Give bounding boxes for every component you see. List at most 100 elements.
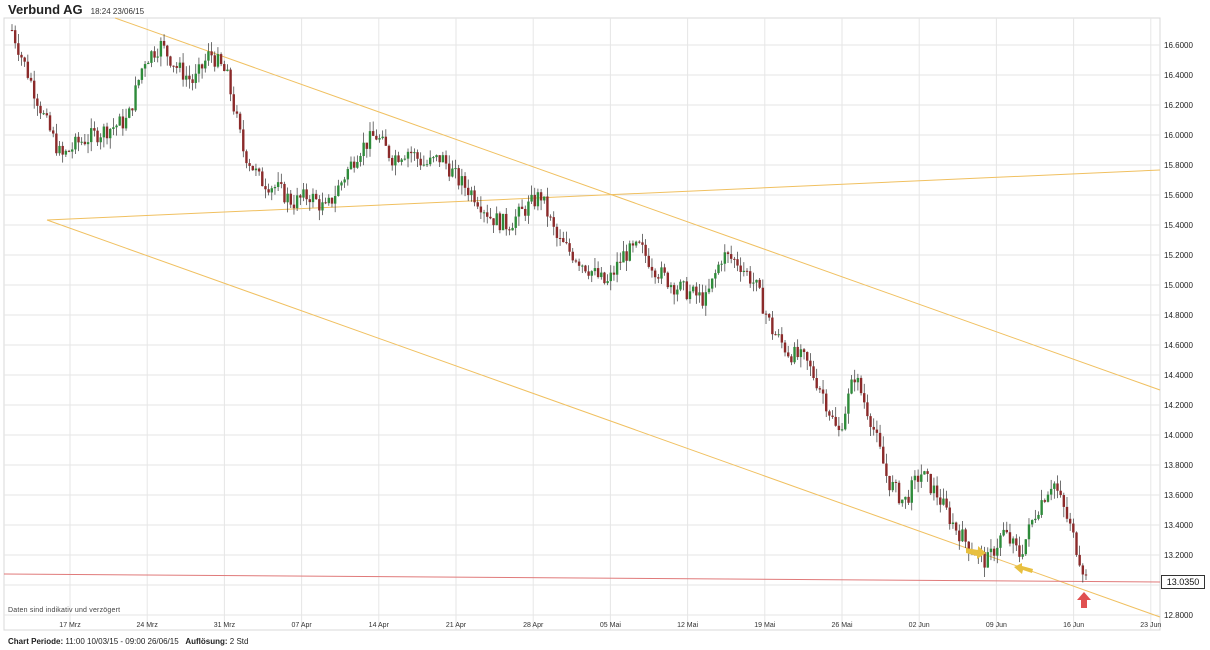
candle-body [83, 141, 87, 145]
candle-body [86, 142, 90, 145]
candle-body [463, 176, 467, 188]
upper-channel-line [114, 17, 1161, 391]
candle-body [704, 292, 708, 306]
candle-body [825, 393, 828, 412]
candle-body [134, 85, 137, 111]
candle-body [64, 150, 68, 155]
candle-body [1049, 488, 1053, 495]
candle-body [844, 413, 847, 430]
candle-body [1075, 532, 1078, 555]
y-tick-label: 13.2000 [1164, 551, 1193, 560]
candle-body [695, 286, 698, 296]
y-tick-label: 15.8000 [1164, 161, 1193, 170]
candle-body [425, 164, 429, 166]
candle-body [999, 535, 1002, 548]
candle-body [96, 130, 99, 143]
candle-body [1008, 532, 1012, 544]
candle-body [242, 129, 245, 152]
candle-body [261, 171, 264, 187]
x-tick-label: 05 Mai [600, 622, 621, 629]
candle-body [802, 349, 806, 353]
candle-body [634, 241, 638, 246]
x-tick-label: 12 Mai [677, 622, 698, 629]
candle-body [622, 251, 625, 263]
candle-body [913, 475, 917, 481]
candle-body [371, 131, 375, 136]
candle-body [1072, 523, 1075, 533]
candle-body [321, 202, 324, 211]
candle-body [992, 548, 996, 556]
candle-body [945, 498, 948, 508]
candle-body [137, 79, 140, 86]
candle-body [264, 186, 267, 190]
chart-header: Verbund AG 18:24 23/06/15 [8, 2, 144, 20]
candle-body [920, 474, 923, 482]
candle-body [140, 68, 144, 80]
candle-body [742, 270, 746, 272]
y-tick-label: 16.6000 [1164, 41, 1193, 50]
candle-body [790, 356, 793, 363]
candle-body [476, 202, 479, 207]
candle-body [783, 342, 787, 353]
x-tick-label: 23 Jun [1140, 622, 1161, 629]
candle-body [352, 161, 356, 168]
candle-body [197, 64, 201, 74]
candle-body [543, 196, 546, 201]
y-axis: 16.6000 16.4000 16.2000 16.0000 15.8000 15.60… [1164, 41, 1193, 620]
y-tick-label: 15.6000 [1164, 191, 1193, 200]
candle-body [818, 388, 822, 390]
x-tick-label: 14 Apr [369, 622, 390, 629]
candle-body [314, 193, 318, 200]
candle-body [619, 261, 622, 263]
candle-body [505, 213, 508, 230]
candle-body [36, 98, 39, 106]
y-tick-label: 13.4000 [1164, 521, 1193, 530]
candle-body [311, 193, 315, 203]
candle-body [828, 411, 831, 416]
y-tick-label: 14.0000 [1164, 431, 1193, 440]
candle-body [295, 195, 299, 209]
candle-body [916, 475, 920, 482]
candle-body [882, 446, 885, 464]
candle-body [99, 137, 102, 143]
candle-body [1027, 524, 1031, 540]
x-tick-label: 16 Jun [1063, 622, 1084, 629]
candle-body [733, 258, 736, 260]
candle-body [714, 273, 717, 279]
candle-body [904, 496, 907, 500]
candle-body [153, 51, 156, 58]
candle-body [229, 69, 232, 95]
candle-body [473, 190, 476, 203]
y-tick-label: 13.8000 [1164, 461, 1193, 470]
candle-body [70, 149, 74, 152]
candle-body [562, 238, 565, 243]
candle-body [17, 43, 20, 55]
y-tick-label: 15.0000 [1164, 281, 1193, 290]
candle-body [375, 135, 378, 140]
candle-body [1053, 483, 1056, 489]
y-tick-label: 13.6000 [1164, 491, 1193, 500]
plot-frame [3, 17, 1161, 631]
candle-body [172, 65, 175, 67]
candle-body [356, 161, 359, 168]
candle-body [32, 80, 36, 99]
candle-body [891, 481, 894, 491]
candle-body [422, 164, 426, 166]
candle-body [482, 212, 486, 214]
candle-body [147, 62, 150, 65]
candle-body [717, 264, 720, 274]
candle-body [333, 196, 337, 204]
candle-body [413, 152, 416, 154]
y-tick-label: 16.4000 [1164, 71, 1193, 80]
y-tick-label: 14.6000 [1164, 341, 1193, 350]
candle-body [194, 73, 197, 83]
candle-body [593, 268, 597, 272]
candle-body [467, 187, 470, 196]
candle-body [387, 145, 391, 158]
candle-body [273, 187, 277, 189]
candle-body [1043, 500, 1047, 502]
candle-body [1005, 529, 1008, 533]
candle-body [666, 272, 670, 288]
x-tick-label: 17 Mrz [59, 622, 81, 629]
